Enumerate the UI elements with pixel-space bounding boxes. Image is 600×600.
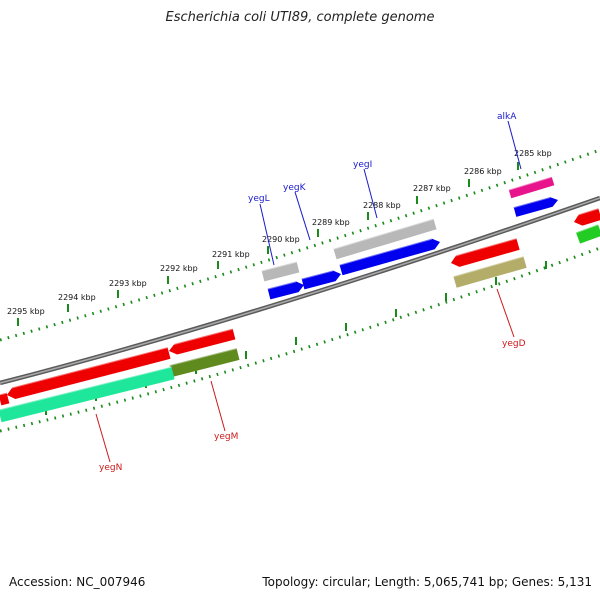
kbp-label: 2295 kbp (7, 307, 45, 316)
gene-yegM[interactable] (169, 347, 240, 377)
gene-red-edge[interactable] (0, 391, 10, 406)
leader-line (496, 288, 515, 338)
kbp-label: 2294 kbp (58, 293, 96, 302)
gene-red-b[interactable] (5, 346, 171, 400)
kbp-label: 2293 kbp (109, 279, 147, 288)
gene-yegL-gray[interactable] (261, 260, 300, 282)
kbp-label: 2287 kbp (413, 184, 451, 193)
kbp-label: 2291 kbp (212, 250, 250, 259)
gene-label-yegM: yegM (214, 432, 238, 442)
kbp-label: 2286 kbp (464, 167, 502, 176)
reverse-strand-genes (0, 223, 600, 423)
leader-line (363, 168, 378, 219)
gene-label-yegI: yegI (353, 160, 372, 170)
gene-red-a[interactable] (167, 327, 236, 355)
leader-line (294, 191, 311, 241)
gene-label-yegK: yegK (283, 183, 307, 193)
gene-label-alkA: alkA (497, 112, 517, 122)
genome-backbone (0, 195, 600, 386)
gene-label-yegL: yegL (248, 194, 270, 204)
kbp-labels: 2285 kbp 2286 kbp 2287 kbp 2288 kbp 2289 kbp… (7, 149, 552, 316)
gene-leaders (95, 120, 522, 463)
gene-yegI[interactable] (339, 237, 440, 276)
leader-line (259, 203, 275, 266)
gene-green-right[interactable] (575, 223, 600, 244)
gene-alkA[interactable] (513, 196, 558, 217)
topology-text: Topology: circular; Length: 5,065,741 bp… (262, 575, 592, 589)
kbp-label: 2289 kbp (312, 218, 350, 227)
leader-line (95, 413, 111, 463)
gene-label-yegD: yegD (502, 339, 526, 349)
leader-line (210, 380, 226, 432)
gene-red-right[interactable] (571, 207, 600, 226)
gene-magenta[interactable] (508, 175, 555, 199)
map-title: Escherichia coli UTI89, complete genome (165, 10, 435, 25)
kbp-label: 2288 kbp (363, 201, 401, 210)
gene-yegL[interactable] (267, 280, 304, 300)
gene-label-yegN: yegN (99, 463, 122, 473)
gene-yegD-red[interactable] (449, 237, 520, 267)
kbp-label: 2292 kbp (160, 264, 198, 273)
gene-yegI-gray[interactable] (333, 217, 437, 260)
gene-yegN[interactable] (0, 365, 175, 423)
gene-yegK[interactable] (301, 269, 341, 290)
leader-line (507, 120, 522, 170)
gene-yegD[interactable] (453, 255, 527, 288)
accession-text: Accession: NC_007946 (9, 575, 146, 589)
kbp-label: 2290 kbp (262, 235, 300, 244)
major-ticks-outer (17, 162, 519, 326)
kbp-label: 2285 kbp (514, 149, 552, 158)
forward-strand-genes (0, 175, 600, 406)
